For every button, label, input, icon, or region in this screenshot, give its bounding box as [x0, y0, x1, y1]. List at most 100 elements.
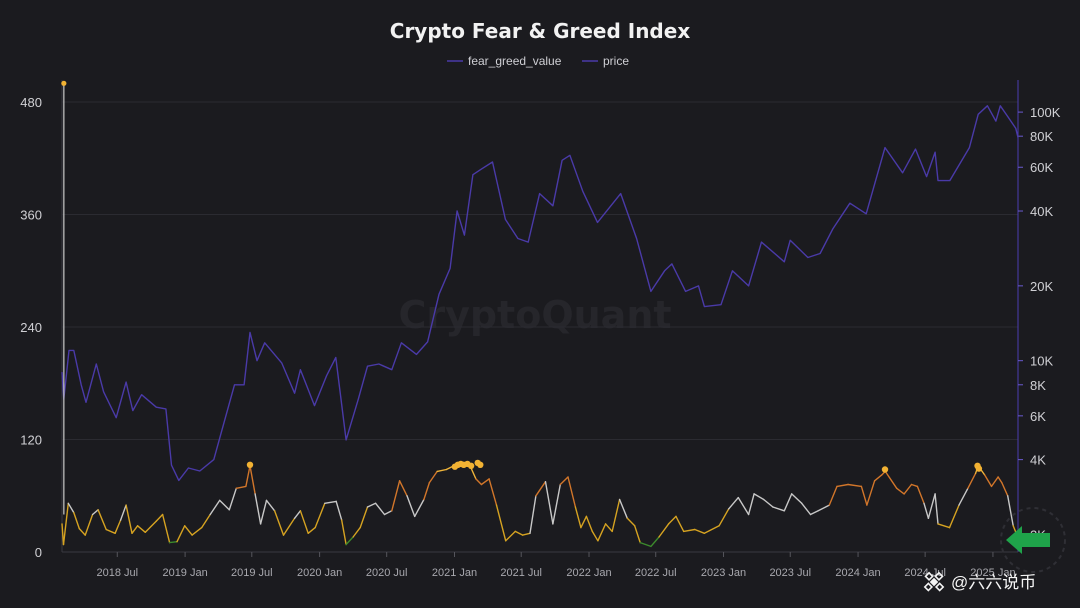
- fear-greed-segment: [718, 508, 730, 527]
- legend[interactable]: fear_greed_value price: [447, 54, 629, 68]
- fear-greed-segment: [505, 530, 516, 542]
- fear-greed-segment: [383, 510, 393, 516]
- extreme-greed-point: [477, 461, 484, 468]
- right-tick-label: 100K: [1030, 105, 1061, 120]
- right-tick-label: 6K: [1030, 409, 1046, 424]
- x-tick-label: 2021 Jul: [500, 567, 542, 579]
- fear-greed-segment: [273, 510, 285, 536]
- fear-greed-segment: [254, 493, 262, 525]
- fear-greed-segment: [341, 519, 347, 546]
- fear-greed-segment: [753, 493, 765, 501]
- fear-greed-segment: [352, 526, 361, 538]
- fear-greed-segment: [144, 520, 158, 533]
- fear-greed-segment: [97, 509, 107, 531]
- fear-greed-segment: [791, 493, 803, 504]
- fear-greed-segment: [73, 511, 81, 530]
- fear-greed-segment: [772, 506, 785, 512]
- fear-greed-segment: [282, 517, 296, 536]
- fear-greed-segment: [828, 485, 838, 506]
- fear-greed-segment: [480, 478, 490, 486]
- fear-greed-segment: [391, 480, 401, 512]
- fear-greed-segment: [817, 504, 830, 512]
- fear-greed-segment: [683, 528, 696, 533]
- fear-greed-segment: [948, 504, 960, 529]
- green-arrow: [1006, 526, 1050, 554]
- x-axis-ticks: 2018 Jul 2019 Jan 2019 Jul 2020 Jan 2020 Jul…: [96, 552, 1016, 579]
- fear-greed-segment: [937, 523, 951, 529]
- legend-item-price[interactable]: price: [582, 54, 629, 68]
- fear-greed-segment: [155, 513, 164, 522]
- right-tick-label: 4K: [1030, 453, 1046, 468]
- fear-greed-segment: [265, 499, 276, 512]
- fear-greed-segment: [136, 525, 147, 533]
- right-tick-label: 80K: [1030, 129, 1053, 144]
- fear-greed-segment: [359, 506, 369, 529]
- fear-greed-segment: [307, 526, 316, 534]
- x-tick-label: 2023 Jul: [769, 567, 811, 579]
- legend-label-price: price: [603, 54, 629, 68]
- fear-greed-segment: [131, 525, 139, 534]
- fear-greed-segment: [200, 513, 211, 529]
- right-tick-label: 10K: [1030, 354, 1053, 369]
- fear-greed-segment: [896, 487, 905, 495]
- fear-greed-segment: [125, 504, 133, 534]
- extreme-greed-point: [975, 465, 983, 472]
- fear-greed-segment: [314, 502, 326, 529]
- fear-greed-segment: [176, 525, 186, 543]
- left-tick-label: 0: [35, 545, 42, 560]
- left-tick-label: 120: [20, 433, 42, 448]
- fear-greed-segment: [529, 495, 537, 534]
- highlight-circle: [1000, 507, 1066, 573]
- fear-greed-segment: [428, 470, 438, 484]
- x-tick-label: 2019 Jul: [231, 567, 273, 579]
- fear-greed-segment: [559, 476, 569, 486]
- fear-greed-segment: [634, 525, 641, 544]
- fear-greed-segment: [436, 468, 448, 473]
- fear-greed-segment: [249, 465, 256, 495]
- fear-greed-segment: [62, 502, 70, 546]
- fear-greed-segment: [580, 515, 588, 529]
- extreme-greed-point: [467, 462, 475, 469]
- fear-greed-segment: [67, 502, 75, 514]
- circle-highlight: [1000, 507, 1066, 573]
- fear-greed-segment: [923, 502, 930, 519]
- brand-label: @六六说币: [951, 573, 1036, 592]
- fear-greed-segment: [694, 528, 706, 534]
- left-tick-label: 360: [20, 208, 42, 223]
- fear-greed-segment: [958, 487, 969, 506]
- fear-greed-segment: [398, 480, 408, 497]
- fear-greed-segment: [873, 474, 883, 482]
- chart-title: Crypto Fear & Greed Index: [390, 19, 691, 43]
- fear-greed-segment: [324, 500, 337, 504]
- fear-greed-segment: [1001, 481, 1009, 497]
- fear-greed-segment: [650, 536, 660, 548]
- fear-greed-segment: [737, 496, 750, 516]
- fear-greed-segment: [747, 493, 755, 516]
- axes: [61, 80, 1019, 553]
- fear-greed-segment: [667, 515, 677, 525]
- watermark: CryptoQuant: [398, 293, 671, 337]
- fear-greed-segment: [611, 498, 621, 533]
- x-tick-label: 2020 Jan: [297, 567, 342, 579]
- legend-item-fear-greed[interactable]: fear_greed_value: [447, 54, 562, 68]
- fear-greed-segment: [927, 493, 936, 519]
- extreme-greed-point: [246, 461, 254, 468]
- fear-greed-segment: [618, 498, 628, 519]
- fear-greed-segment: [574, 506, 582, 529]
- x-tick-label: 2020 Jul: [366, 567, 408, 579]
- fear-greed-segment: [293, 510, 302, 519]
- fear-greed-segment: [910, 483, 919, 488]
- fear-greed-segment: [228, 487, 238, 511]
- right-axis-ticks: 2K4K6K8K10K20K40K60K80K100K: [1018, 105, 1061, 542]
- fear-greed-segment: [567, 476, 577, 508]
- x-tick-label: 2024 Jan: [835, 567, 880, 579]
- fear-greed-segment: [218, 499, 231, 511]
- fear-greed-segment: [984, 474, 993, 488]
- fear-greed-segment: [675, 515, 685, 533]
- right-tick-label: 20K: [1030, 279, 1053, 294]
- fear-greed-segment: [414, 498, 425, 518]
- fear-greed-segment: [967, 472, 977, 489]
- fear-greed-segment: [105, 528, 116, 534]
- fear-greed-segment: [91, 509, 99, 516]
